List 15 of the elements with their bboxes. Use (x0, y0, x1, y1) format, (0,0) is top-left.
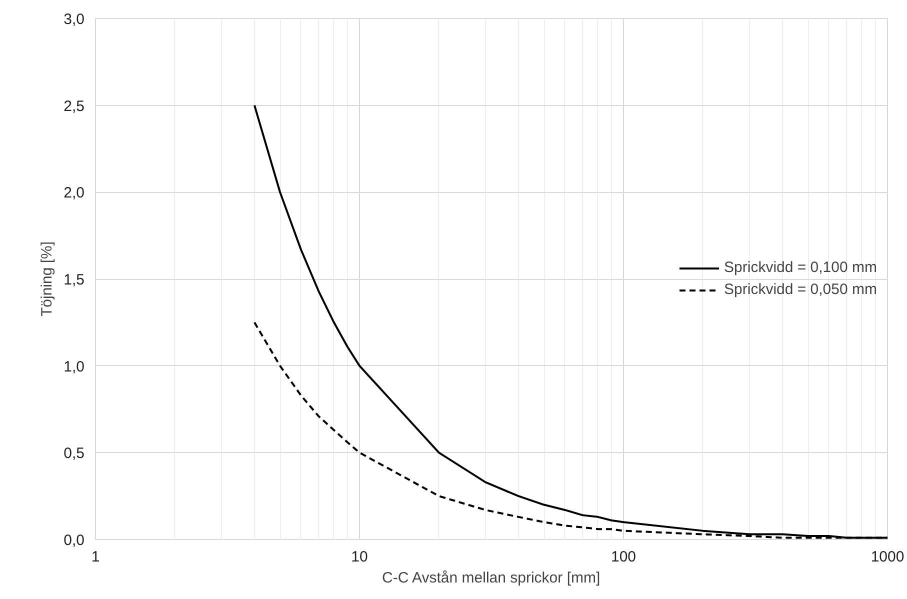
y-tick-label: 2,5 (64, 98, 85, 115)
x-tick-label: 1 (91, 548, 100, 566)
y-tick-label: 0,0 (64, 532, 85, 549)
y-tick-label: 1,5 (64, 272, 85, 288)
legend-label: Sprickvidd = 0,100 mm (724, 259, 877, 276)
x-tick-label: 10 (351, 548, 368, 566)
x-tick-label: 100 (610, 548, 636, 566)
y-tick-label: 3,0 (64, 11, 85, 28)
y-tick-label: 0,5 (64, 445, 85, 462)
y-tick-label: 1,0 (64, 358, 85, 376)
y-tick-label: 2,0 (64, 184, 85, 202)
x-tick-label: 1000 (870, 548, 904, 566)
x-axis-title: C-C Avstån mellan sprickor [mm] (382, 570, 600, 586)
y-axis-title: Töjning [%] (38, 241, 56, 317)
legend-label: Sprickvidd = 0,050 mm (724, 281, 877, 298)
